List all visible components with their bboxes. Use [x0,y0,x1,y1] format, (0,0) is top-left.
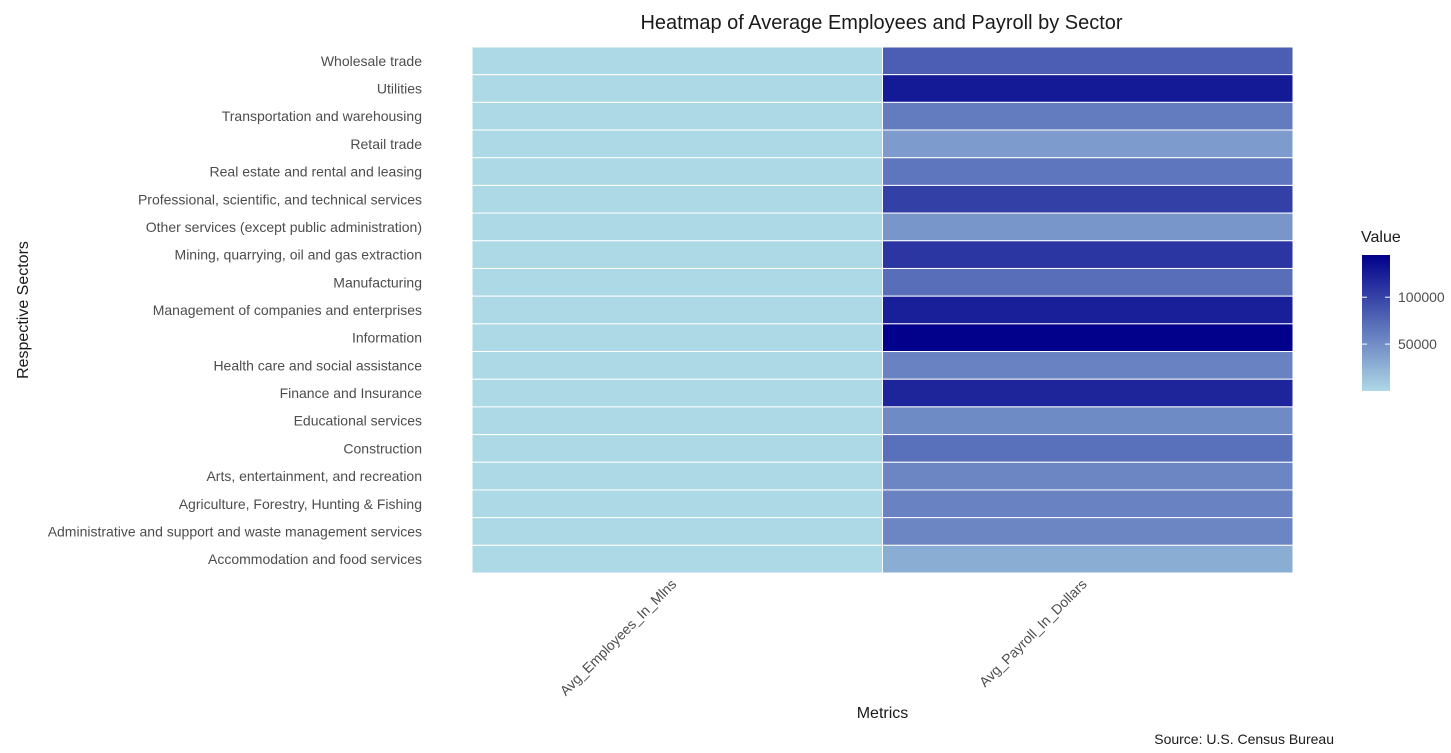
heatmap-cell [882,406,1294,436]
heatmap-cell [882,157,1294,186]
heatmap-cell [471,378,883,408]
heatmap-cell [471,295,883,325]
heatmap-cell [471,240,883,269]
heatmap-cell [882,101,1294,131]
heatmap-cell [882,184,1294,214]
heatmap-cell [882,434,1294,463]
heatmap-cell [471,74,883,103]
y-tick-label: Agriculture, Forestry, Hunting & Fishing [179,496,422,512]
heatmap-cell [882,323,1294,353]
y-tick-label: Educational services [294,413,422,429]
y-axis-ticks: Wholesale trade Utilities Transportation a… [48,53,423,567]
heatmap-cell [882,295,1294,325]
heatmap-cells [471,46,1294,574]
y-tick-label: Other services (except public administra… [146,219,422,235]
x-tick-label: Avg_Employees_In_Mlns [557,576,680,699]
heatmap-cell [882,129,1294,159]
y-tick-label: Arts, entertainment, and recreation [206,468,422,484]
y-tick-label: Wholesale trade [321,53,422,69]
legend-tick-label: 100000 [1398,289,1445,305]
heatmap-cell [882,212,1294,242]
y-tick-label: Management of companies and enterprises [153,302,422,318]
y-tick-label: Mining, quarrying, oil and gas extractio… [175,247,422,263]
heatmap-cell [882,46,1294,76]
y-tick-label: Construction [343,440,422,456]
heatmap-cell [882,489,1294,519]
heatmap-cell [471,489,883,519]
heatmap-cell [471,157,883,186]
y-tick-label: Health care and social assistance [213,357,422,373]
heatmap-cell [882,517,1294,546]
y-tick-label: Transportation and warehousing [222,108,422,124]
heatmap-cell [882,378,1294,408]
heatmap-cell [471,184,883,214]
heatmap-cell [882,461,1294,491]
heatmap-cell [882,74,1294,103]
chart-title: Heatmap of Average Employees and Payroll… [640,12,1123,34]
heatmap-cell [471,323,883,353]
heatmap-cell [471,212,883,242]
heatmap-cell [471,517,883,546]
x-axis-ticks: Avg_Employees_In_Mlns Avg_Payroll_In_Doll… [557,576,1090,699]
y-tick-label: Administrative and support and waste man… [48,523,422,539]
legend-color-bar [1362,255,1390,391]
x-tick-label: Avg_Payroll_In_Dollars [976,576,1090,690]
heatmap-cell [471,267,883,297]
heatmap-cell [882,267,1294,297]
heatmap-cell [882,351,1294,380]
y-tick-label: Retail trade [350,136,422,152]
legend-tick-label: 50000 [1398,336,1437,352]
y-tick-label: Manufacturing [333,274,422,290]
heatmap-cell [471,434,883,463]
heatmap-cell [471,129,883,159]
x-axis-label: Metrics [856,705,909,722]
legend-title: Value [1361,229,1401,246]
y-tick-label: Accommodation and food services [208,551,422,567]
heatmap-cell [471,46,883,76]
heatmap-cell [471,461,883,491]
heatmap-cell [471,351,883,380]
y-tick-label: Professional, scientific, and technical … [138,191,422,207]
heatmap-cell [471,544,883,574]
heatmap-cell [471,101,883,131]
heatmap-cell [471,406,883,436]
y-tick-label: Finance and Insurance [280,385,423,401]
source-caption: Source: U.S. Census Bureau [1154,731,1334,747]
y-tick-label: Real estate and rental and leasing [210,164,422,180]
color-legend: 100000 50000 [1362,255,1445,391]
heatmap-cell [882,240,1294,269]
heatmap-cell [882,544,1294,574]
y-tick-label: Information [352,330,422,346]
y-tick-label: Utilities [377,81,422,97]
